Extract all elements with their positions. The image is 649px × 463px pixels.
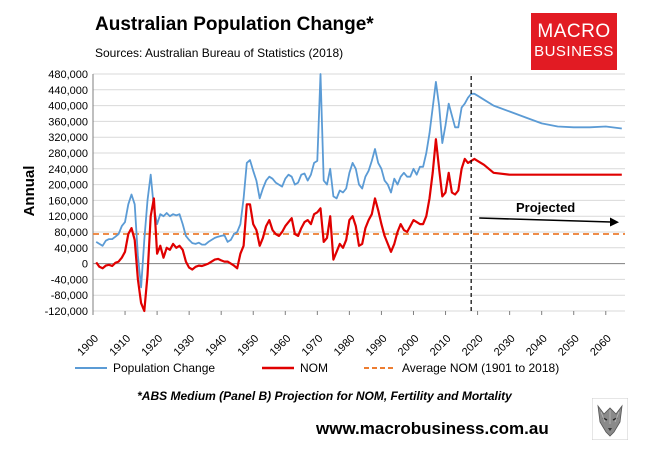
y-tick-label: 280,000 <box>48 148 88 160</box>
series-lines <box>93 73 625 313</box>
y-tick-label: 40,000 <box>54 243 88 255</box>
projection-annotation: Projected <box>470 76 619 311</box>
logo-line-2: BUSINESS <box>534 43 614 60</box>
x-tick-label: 2060 <box>588 333 614 359</box>
y-tick-label: 360,000 <box>48 116 88 128</box>
y-tick-label: -40,000 <box>51 274 88 286</box>
nom-line <box>95 138 622 313</box>
population-change-chart: -120,000 -80,000 -40,000 0 40,000 80,000 120,0… <box>21 69 625 375</box>
y-tick-label: 400,000 <box>48 101 88 113</box>
projection-arrowhead <box>610 217 619 227</box>
y-tick-label: 480,000 <box>48 69 88 81</box>
x-axis-tick-labels: 1900 1910 1920 1930 1940 1950 1960 1970 1980 1990… <box>75 333 614 359</box>
y-axis-tick-labels: -120,000 -80,000 -40,000 0 40,000 80,000 120,0… <box>45 69 88 318</box>
population-change-line <box>95 73 622 289</box>
x-tick-label: 1910 <box>107 333 133 359</box>
x-tick-label: 2040 <box>524 333 550 359</box>
wolf-icon <box>592 398 628 440</box>
y-tick-label: 240,000 <box>48 164 88 176</box>
website-url[interactable]: www.macrobusiness.com.au <box>316 419 549 438</box>
y-tick-label: 80,000 <box>54 227 88 239</box>
y-tick-label: 200,000 <box>48 180 88 192</box>
x-tick-label: 1930 <box>171 333 197 359</box>
x-tick-label: 2030 <box>492 333 518 359</box>
legend-nom-label: NOM <box>300 361 328 375</box>
y-tick-label: -120,000 <box>45 306 88 318</box>
projection-label: Projected <box>516 200 575 215</box>
legend-population-change-label: Population Change <box>113 361 215 375</box>
grid-lines <box>92 73 625 315</box>
projection-footnote: *ABS Medium (Panel B) Projection for NOM… <box>137 389 512 403</box>
x-tick-label: 1940 <box>204 333 230 359</box>
logo-line-1: MACRO <box>537 21 611 42</box>
y-tick-label: 320,000 <box>48 132 88 144</box>
macrobusiness-logo[interactable]: MACRO BUSINESS <box>531 13 617 70</box>
x-tick-label: 2010 <box>428 333 454 359</box>
chart-legend: Population Change NOM Average NOM (1901 to… <box>75 361 559 375</box>
projection-arrow <box>479 217 612 223</box>
x-tick-label: 2050 <box>556 333 582 359</box>
y-tick-label: 160,000 <box>48 195 88 207</box>
y-tick-label: 0 <box>82 259 88 271</box>
x-tick-label: 2020 <box>460 333 486 359</box>
x-tick-label: 1960 <box>268 333 294 359</box>
source-note: Sources: Australian Bureau of Statistics… <box>95 46 344 60</box>
page-title: Australian Population Change* <box>95 14 374 35</box>
x-tick-label: 1970 <box>300 333 326 359</box>
x-tick-label: 1990 <box>364 333 390 359</box>
x-tick-label: 2000 <box>396 333 422 359</box>
x-tick-label: 1980 <box>332 333 358 359</box>
y-tick-label: 120,000 <box>48 211 88 223</box>
y-tick-label: 440,000 <box>48 85 88 97</box>
x-tick-label: 1900 <box>75 333 101 359</box>
y-tick-label: -80,000 <box>51 290 88 302</box>
x-tick-label: 1950 <box>236 333 262 359</box>
legend-average-nom-label: Average NOM (1901 to 2018) <box>402 361 559 375</box>
x-tick-label: 1920 <box>139 333 165 359</box>
y-axis-label: Annual <box>21 166 38 217</box>
